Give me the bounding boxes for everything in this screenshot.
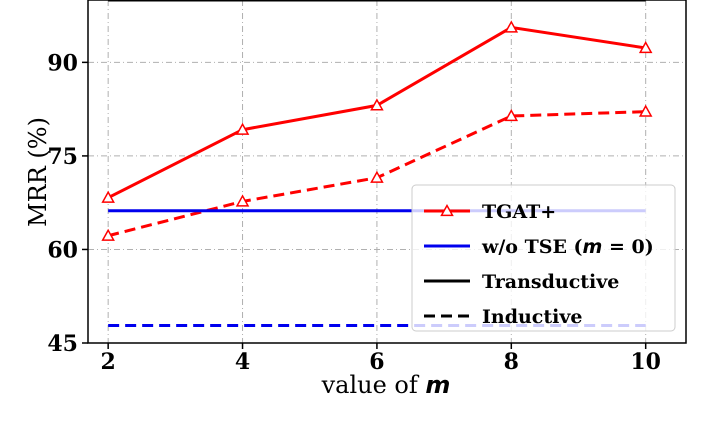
data-point-marker bbox=[638, 104, 653, 117]
data-point-marker bbox=[370, 170, 384, 183]
plot-frame bbox=[87, 0, 687, 344]
data-point-marker bbox=[370, 98, 384, 111]
x-tick-label: 4 bbox=[235, 349, 250, 375]
data-point-marker bbox=[504, 108, 519, 122]
x-axis-label-variable: m bbox=[425, 371, 450, 399]
legend-label-inductive: Inductive bbox=[482, 306, 583, 328]
data-point-marker bbox=[504, 20, 519, 33]
y-tick-label: 45 bbox=[47, 331, 78, 357]
legend: TGAT+ w/o TSE (m = 0) Transductive Inductiv… bbox=[411, 184, 676, 332]
x-axis-label: value of m bbox=[321, 371, 451, 399]
y-axis-label: MRR (%) bbox=[24, 117, 52, 227]
x-tick-label: 6 bbox=[369, 349, 384, 375]
legend-marker bbox=[440, 203, 454, 217]
legend-box bbox=[411, 184, 676, 332]
data-point-marker bbox=[235, 194, 250, 207]
ticks: 2 4 6 8 10 45 60 75 90 bbox=[47, 50, 661, 375]
legend-label-tgat: TGAT+ bbox=[482, 201, 556, 223]
x-tick-label: 10 bbox=[630, 349, 661, 375]
legend-label-transductive: Transductive bbox=[482, 271, 619, 293]
x-tick-label: 8 bbox=[504, 349, 519, 375]
data-point-marker bbox=[235, 122, 250, 135]
y-tick-label: 75 bbox=[47, 144, 78, 170]
data-point-marker bbox=[101, 190, 115, 203]
y-tick-label: 60 bbox=[47, 237, 78, 263]
y-tick-label: 90 bbox=[47, 50, 78, 76]
legend-label-w-o-tse-m-0: w/o TSE (m = 0) bbox=[481, 236, 654, 258]
data-point-marker bbox=[638, 40, 653, 54]
data-point-marker bbox=[101, 228, 115, 241]
x-axis-label-text: value of bbox=[321, 371, 426, 399]
x-tick-label: 2 bbox=[101, 349, 116, 375]
